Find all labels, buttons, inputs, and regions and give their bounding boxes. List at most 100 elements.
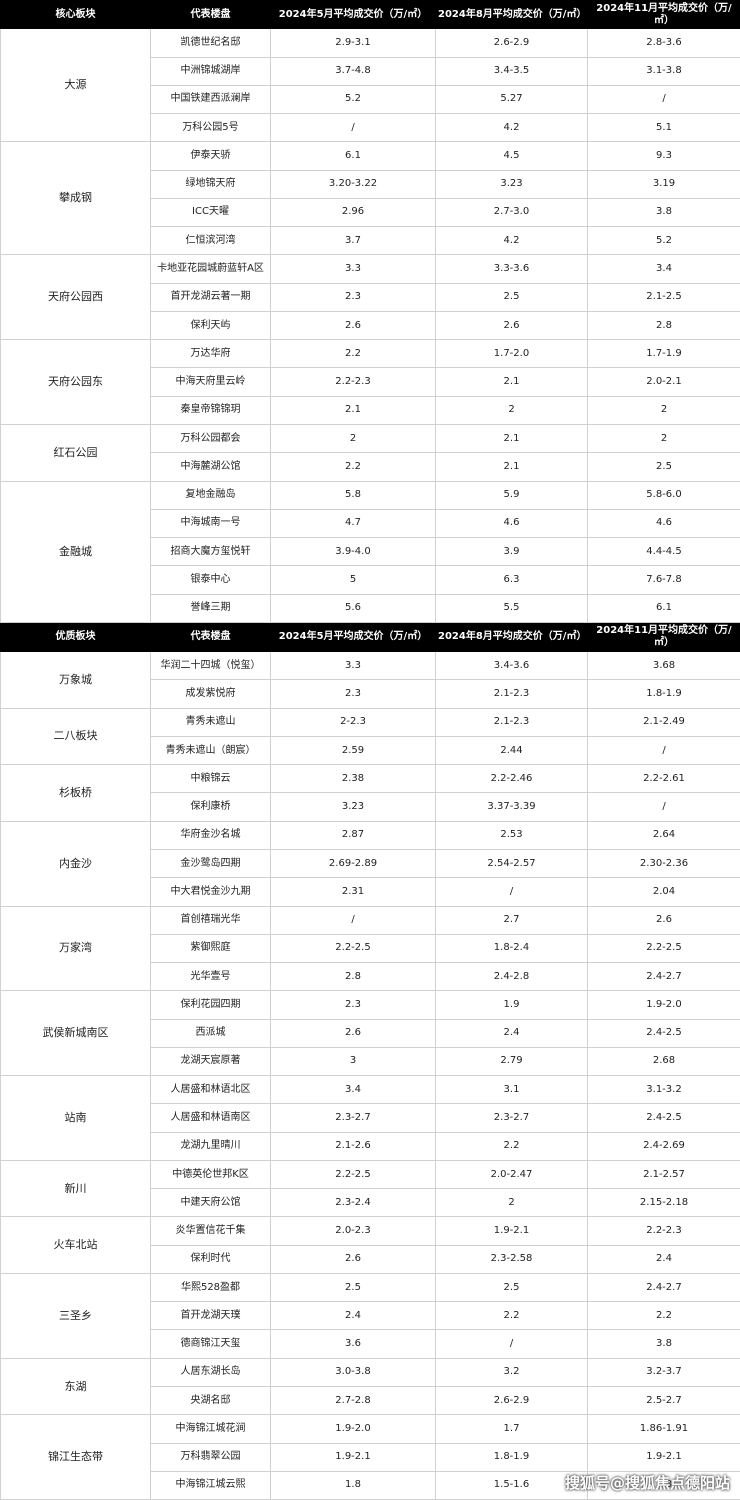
header-cell: 2024年5月平均成交价（万/㎡） bbox=[271, 1, 436, 29]
project-cell: 誉峰三期 bbox=[151, 594, 271, 622]
price-cell: / bbox=[588, 85, 740, 113]
price-cell: 4.6 bbox=[436, 509, 588, 537]
project-cell: 中建天府公馆 bbox=[151, 1189, 271, 1217]
project-cell: 保利时代 bbox=[151, 1245, 271, 1273]
block-cell: 万家湾 bbox=[1, 906, 151, 991]
price-cell: 3.7 bbox=[271, 227, 436, 255]
project-cell: 中国铁建西派澜岸 bbox=[151, 85, 271, 113]
price-cell: 2.0-2.3 bbox=[271, 1217, 436, 1245]
price-cell: 2.9-3.1 bbox=[271, 29, 436, 57]
price-cell: 2.87 bbox=[271, 821, 436, 849]
price-cell: 2.3-2.7 bbox=[436, 1104, 588, 1132]
price-cell: 3.1-3.8 bbox=[588, 57, 740, 85]
price-cell: 2.2 bbox=[436, 1132, 588, 1160]
price-cell: 5.1 bbox=[588, 114, 740, 142]
price-cell: 1.9 bbox=[436, 991, 588, 1019]
watermark: 搜狐号@搜狐焦点德阳站 bbox=[565, 1472, 730, 1493]
project-cell: 西派城 bbox=[151, 1019, 271, 1047]
price-cell: 2.3-2.4 bbox=[271, 1189, 436, 1217]
price-cell: 2.5-2.7 bbox=[588, 1387, 740, 1415]
price-cell: 5.9 bbox=[436, 481, 588, 509]
price-cell: 3.9 bbox=[436, 538, 588, 566]
project-cell: 凯德世纪名邸 bbox=[151, 29, 271, 57]
price-cell: 5.8 bbox=[271, 481, 436, 509]
price-cell: 3.1 bbox=[436, 1076, 588, 1104]
price-cell: 2.30-2.36 bbox=[588, 849, 740, 877]
project-cell: 仁恒滨河湾 bbox=[151, 227, 271, 255]
price-cell: 2.4-2.5 bbox=[588, 1104, 740, 1132]
price-cell: 5 bbox=[271, 566, 436, 594]
price-cell: / bbox=[271, 114, 436, 142]
price-cell: 1.9-2.0 bbox=[271, 1415, 436, 1443]
price-cell: 3.6 bbox=[271, 1330, 436, 1358]
price-cell: 2.8-3.6 bbox=[588, 29, 740, 57]
header-cell: 2024年8月平均成交价（万/㎡） bbox=[436, 1, 588, 29]
price-cell: 2.6 bbox=[588, 906, 740, 934]
price-cell: 2.5 bbox=[436, 283, 588, 311]
price-cell: 4.2 bbox=[436, 114, 588, 142]
block-cell: 万象城 bbox=[1, 652, 151, 709]
price-cell: 2.1 bbox=[271, 396, 436, 424]
project-cell: 绿地锦天府 bbox=[151, 170, 271, 198]
price-cell: 4.5 bbox=[436, 142, 588, 170]
price-cell: 6.1 bbox=[588, 594, 740, 622]
price-cell: 5.27 bbox=[436, 85, 588, 113]
price-cell: 2.64 bbox=[588, 821, 740, 849]
price-cell: 2.6 bbox=[271, 1245, 436, 1273]
price-cell: 2.15-2.18 bbox=[588, 1189, 740, 1217]
project-cell: 中海天府里云岭 bbox=[151, 368, 271, 396]
project-cell: 青秀未遮山 bbox=[151, 708, 271, 736]
project-cell: 人居盛和林语南区 bbox=[151, 1104, 271, 1132]
price-cell: 5.2 bbox=[271, 85, 436, 113]
price-cell: 1.9-2.0 bbox=[588, 991, 740, 1019]
price-cell: 2.3-2.7 bbox=[271, 1104, 436, 1132]
price-cell: 2.2-2.5 bbox=[271, 934, 436, 962]
price-cell: 7.6-7.8 bbox=[588, 566, 740, 594]
price-cell: 2.2-2.5 bbox=[588, 934, 740, 962]
project-cell: 中洲锦城湖岸 bbox=[151, 57, 271, 85]
header-cell: 2024年11月平均成交价（万/㎡） bbox=[588, 623, 740, 651]
price-cell: 1.7-1.9 bbox=[588, 340, 740, 368]
project-cell: 龙湖九里晴川 bbox=[151, 1132, 271, 1160]
price-cell: 2.1 bbox=[436, 453, 588, 481]
price-cell: 2.4-2.8 bbox=[436, 963, 588, 991]
price-cell: 3.23 bbox=[271, 793, 436, 821]
block-cell: 新川 bbox=[1, 1160, 151, 1217]
project-cell: 万科公园都会 bbox=[151, 424, 271, 452]
price-cell: 3.1-3.2 bbox=[588, 1076, 740, 1104]
block-cell: 攀成钢 bbox=[1, 142, 151, 255]
price-cell: 2.1-2.3 bbox=[436, 680, 588, 708]
price-cell: 5.6 bbox=[271, 594, 436, 622]
price-cell: 2.38 bbox=[271, 765, 436, 793]
price-cell: 2.8 bbox=[588, 311, 740, 339]
price-cell: 1.9-2.1 bbox=[588, 1443, 740, 1471]
price-cell: 3.4-3.5 bbox=[436, 57, 588, 85]
price-cell: 3.3 bbox=[271, 652, 436, 680]
price-cell: 2.3 bbox=[271, 283, 436, 311]
price-cell: 3.2-3.7 bbox=[588, 1358, 740, 1386]
header-cell: 核心板块 bbox=[1, 1, 151, 29]
price-cell: 2.5 bbox=[588, 453, 740, 481]
price-cell: 2.04 bbox=[588, 878, 740, 906]
price-cell: 6.1 bbox=[271, 142, 436, 170]
price-cell: 1.9-2.1 bbox=[436, 1217, 588, 1245]
header-cell: 2024年11月平均成交价（万/㎡） bbox=[588, 1, 740, 29]
header-cell: 2024年5月平均成交价（万/㎡） bbox=[271, 623, 436, 651]
project-cell: 华府金沙名城 bbox=[151, 821, 271, 849]
price-cell: 2.6-2.9 bbox=[436, 1387, 588, 1415]
price-cell: 2.4 bbox=[436, 1019, 588, 1047]
price-cell: 1.8 bbox=[271, 1471, 436, 1499]
project-cell: 银泰中心 bbox=[151, 566, 271, 594]
project-cell: 成发紫悦府 bbox=[151, 680, 271, 708]
project-cell: 炎华置信花千集 bbox=[151, 1217, 271, 1245]
project-cell: 万科公园5号 bbox=[151, 114, 271, 142]
price-cell: 3.19 bbox=[588, 170, 740, 198]
